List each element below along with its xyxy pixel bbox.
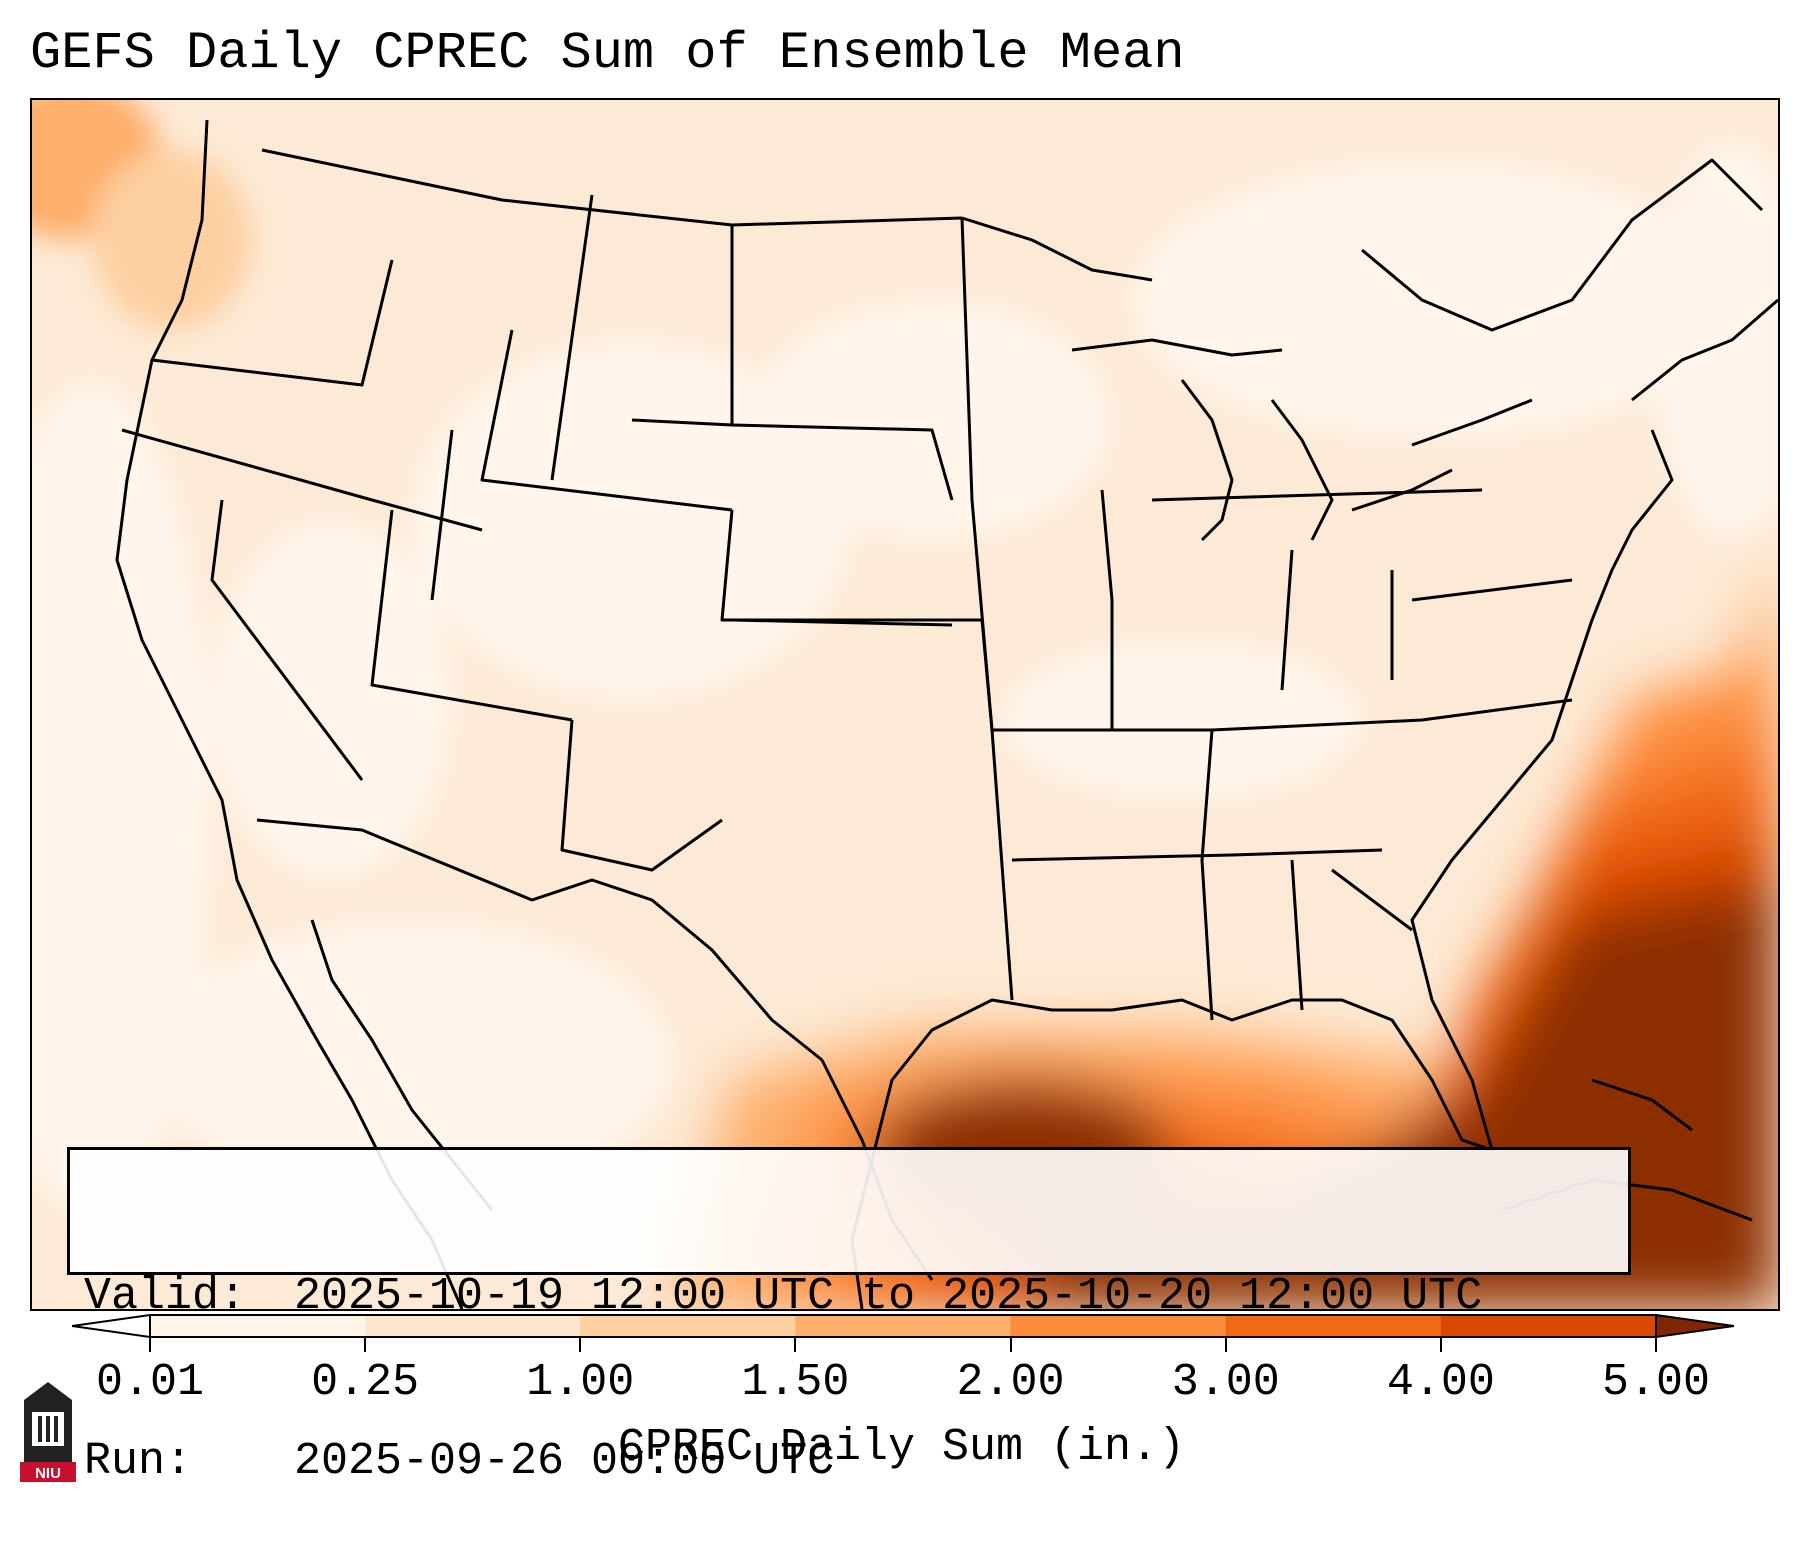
- colorbar-tick-mark: [1655, 1338, 1657, 1352]
- colorbar-tick-mark: [149, 1338, 151, 1352]
- colorbar-tick-mark: [794, 1338, 797, 1352]
- logo-text: NIU: [35, 1465, 61, 1482]
- valid-value: 2025-10-19 12:00 UTC to 2025-10-20 12:00…: [294, 1271, 1483, 1322]
- colorbar-tick-label: 1.50: [741, 1357, 850, 1408]
- colorbar-over-arrow: [1655, 1313, 1734, 1339]
- colorbar-under-arrow: [72, 1313, 151, 1339]
- precipitation-map: [30, 98, 1780, 1311]
- colorbar-segment: [1010, 1315, 1227, 1337]
- colorbar-tick-mark: [1439, 1338, 1442, 1352]
- run-line: Run: 2025-09-26 00:00 UTC: [84, 1434, 1628, 1489]
- map-title: GEFS Daily CPREC Sum of Ensemble Mean: [30, 24, 1185, 83]
- precip-field-northwest: [32, 100, 252, 330]
- niu-tower-logo-icon: NIU: [20, 1382, 76, 1482]
- colorbar-tick-label: 5.00: [1601, 1357, 1711, 1408]
- colorbar-tick-mark: [579, 1338, 582, 1352]
- run-label: Run:: [84, 1436, 193, 1487]
- colorbar-segment: [1440, 1315, 1657, 1337]
- colorbar-tick-label: 4.00: [1386, 1357, 1495, 1408]
- colorbar-tick-label: 0.01: [95, 1357, 205, 1408]
- map-outlines: [115, 119, 1778, 1309]
- colorbar: [72, 1313, 1734, 1339]
- colorbar-segment: [580, 1315, 796, 1337]
- colorbar-tick-mark: [1224, 1338, 1227, 1352]
- colorbar-tick-label: 1.00: [526, 1357, 635, 1408]
- valid-label: Valid:: [84, 1271, 247, 1322]
- precip-field-light: [32, 140, 1778, 1220]
- colorbar-tick-label: 2.00: [956, 1357, 1065, 1408]
- colorbar-ticks: 0.01 0.25 1.00 1.50 2.00 3.00 4.00 5.00: [0, 1338, 1803, 1428]
- colorbar-tick-mark: [364, 1338, 367, 1352]
- colorbar-segment: [150, 1315, 366, 1337]
- colorbar-label: CPREC Daily Sum (in.): [617, 1422, 1186, 1473]
- colorbar-segment: [1225, 1315, 1442, 1337]
- colorbar-segment: [795, 1315, 1012, 1337]
- colorbar-segment: [365, 1315, 581, 1337]
- valid-run-info-box: Valid: 2025-10-19 12:00 UTC to 2025-10-20…: [67, 1147, 1631, 1487]
- colorbar-tick-label: 3.00: [1171, 1357, 1280, 1408]
- colorbar-tick-label: 0.25: [311, 1357, 420, 1408]
- colorbar-tick-mark: [1009, 1338, 1012, 1352]
- valid-line: Valid: 2025-10-19 12:00 UTC to 2025-10-20…: [84, 1269, 1628, 1324]
- run-value: 2025-09-26 00:00 UTC: [294, 1436, 835, 1487]
